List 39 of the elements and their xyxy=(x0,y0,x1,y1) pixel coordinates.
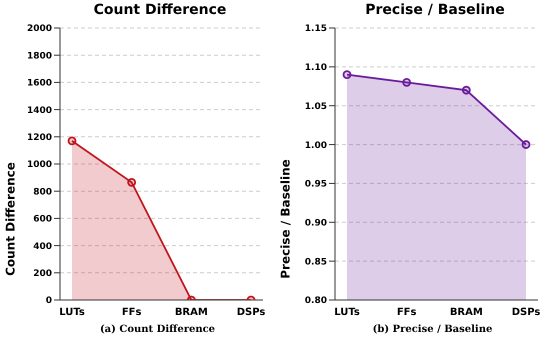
y-tick-label: 0 xyxy=(46,296,52,306)
y-tick-label: 1400 xyxy=(26,106,52,116)
chart-title: Count Difference xyxy=(92,2,228,18)
y-tick-label: 200 xyxy=(33,268,52,279)
point xyxy=(342,70,352,80)
y-tick-label: 600 xyxy=(33,214,52,225)
y-tick-label: 1.15 xyxy=(304,24,327,34)
y-tick-label: 0.80 xyxy=(304,296,327,306)
point xyxy=(68,136,76,146)
x-tick-label: DSPs xyxy=(512,307,540,318)
point xyxy=(127,178,136,187)
x-tick-label: FFs xyxy=(122,307,142,318)
y-tick-label: 2000 xyxy=(26,24,52,34)
y-tick-label: 0.95 xyxy=(304,180,327,190)
x-tick-label: FFs xyxy=(396,307,417,318)
x-tick-label: BRAM xyxy=(174,307,208,318)
x-tick-label: DSPs xyxy=(236,307,266,318)
y-tick-label: 1000 xyxy=(26,160,52,170)
point xyxy=(402,78,412,87)
y-axis-title: Precise / Baseline xyxy=(278,159,292,279)
y-tick-label: 400 xyxy=(33,242,52,252)
text: (b) Precise / Baseline xyxy=(372,324,494,335)
y-tick-label: 1.10 xyxy=(304,63,327,74)
y-axis-title: Count Difference xyxy=(3,162,18,276)
y-tick-label: 0.90 xyxy=(304,218,327,228)
y-tick-label: 800 xyxy=(33,187,52,198)
x-tick-label: LUTs xyxy=(59,307,85,318)
y-tick-label: 1800 xyxy=(26,51,52,62)
x-tick-label: LUTs xyxy=(334,307,360,318)
y-tick-label: 1200 xyxy=(26,132,52,143)
point xyxy=(522,140,530,149)
y-tick-label: 1.00 xyxy=(304,140,327,151)
x-tick-label: BRAM xyxy=(450,307,483,318)
text: (a) Count Difference xyxy=(98,324,216,335)
y-tick-label: 1.05 xyxy=(304,102,327,112)
point xyxy=(462,86,471,95)
y-tick-label: 0.85 xyxy=(304,257,327,268)
y-tick-label: 1600 xyxy=(26,78,52,89)
chart-title: Precise / Baseline xyxy=(364,2,506,18)
